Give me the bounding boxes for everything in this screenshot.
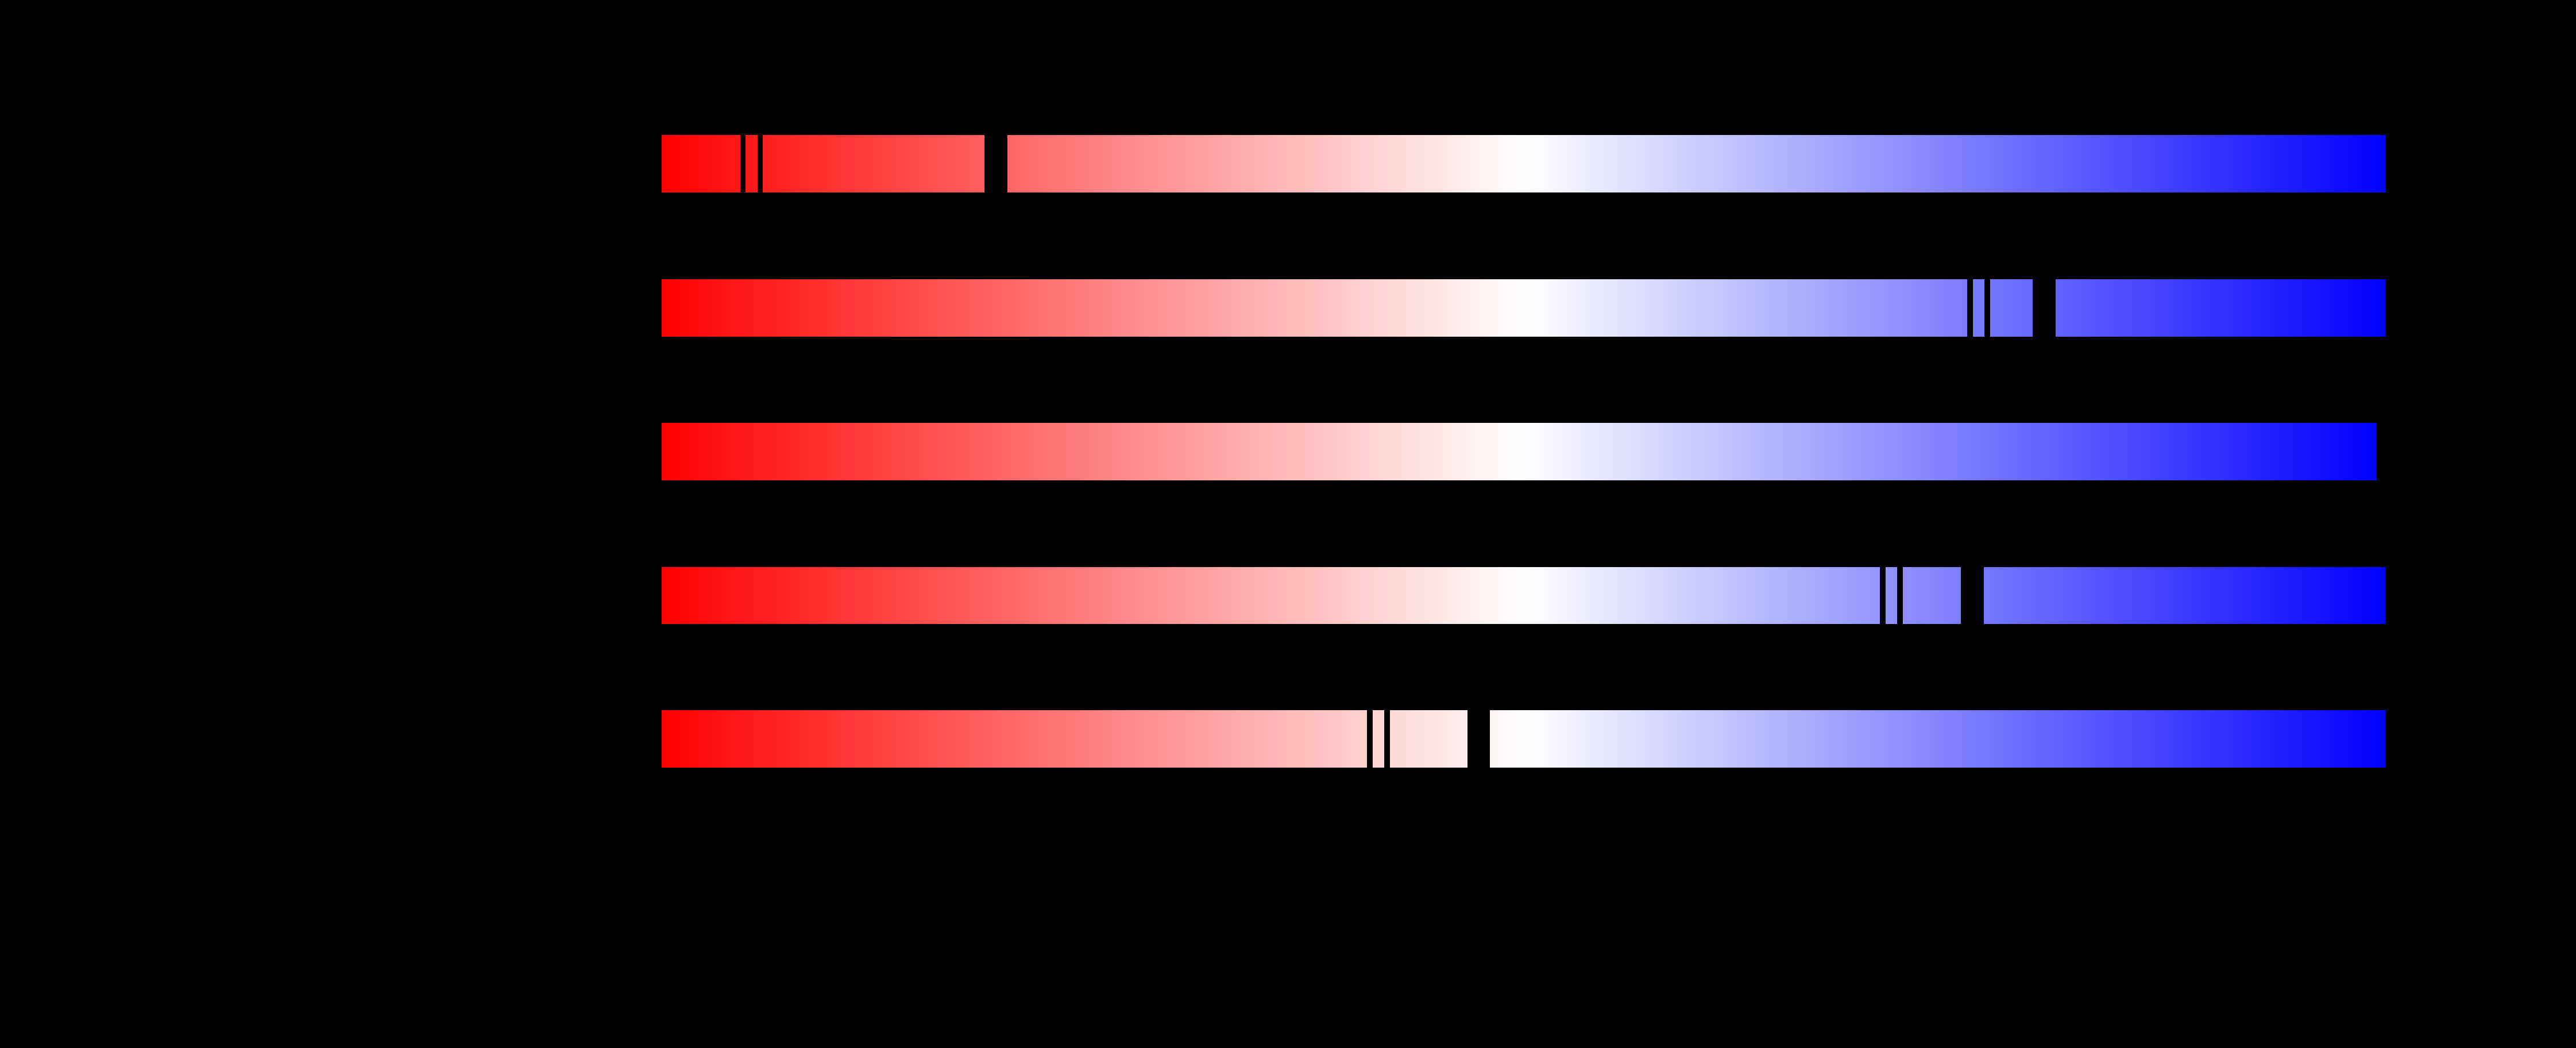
thin-value-marker <box>740 135 746 192</box>
thick-value-marker <box>2033 279 2056 337</box>
gradient-bar-row-4 <box>662 567 2385 624</box>
gradient-bar-row-5 <box>662 710 2385 768</box>
gradient-bar-row-3 <box>662 423 2377 480</box>
thin-value-marker <box>1384 710 1390 768</box>
gradient-bar-row-2 <box>662 279 2385 337</box>
thick-value-marker <box>1467 710 1490 768</box>
thin-value-marker <box>1967 279 1973 337</box>
thick-value-marker <box>1961 567 1984 624</box>
thin-value-marker <box>1984 279 1990 337</box>
thick-value-marker <box>984 135 1007 192</box>
thin-value-marker <box>1880 567 1886 624</box>
thin-value-marker <box>1367 710 1373 768</box>
gradient-bar-row-1 <box>662 135 2386 192</box>
thin-value-marker <box>1897 567 1903 624</box>
thin-value-marker <box>758 135 763 192</box>
